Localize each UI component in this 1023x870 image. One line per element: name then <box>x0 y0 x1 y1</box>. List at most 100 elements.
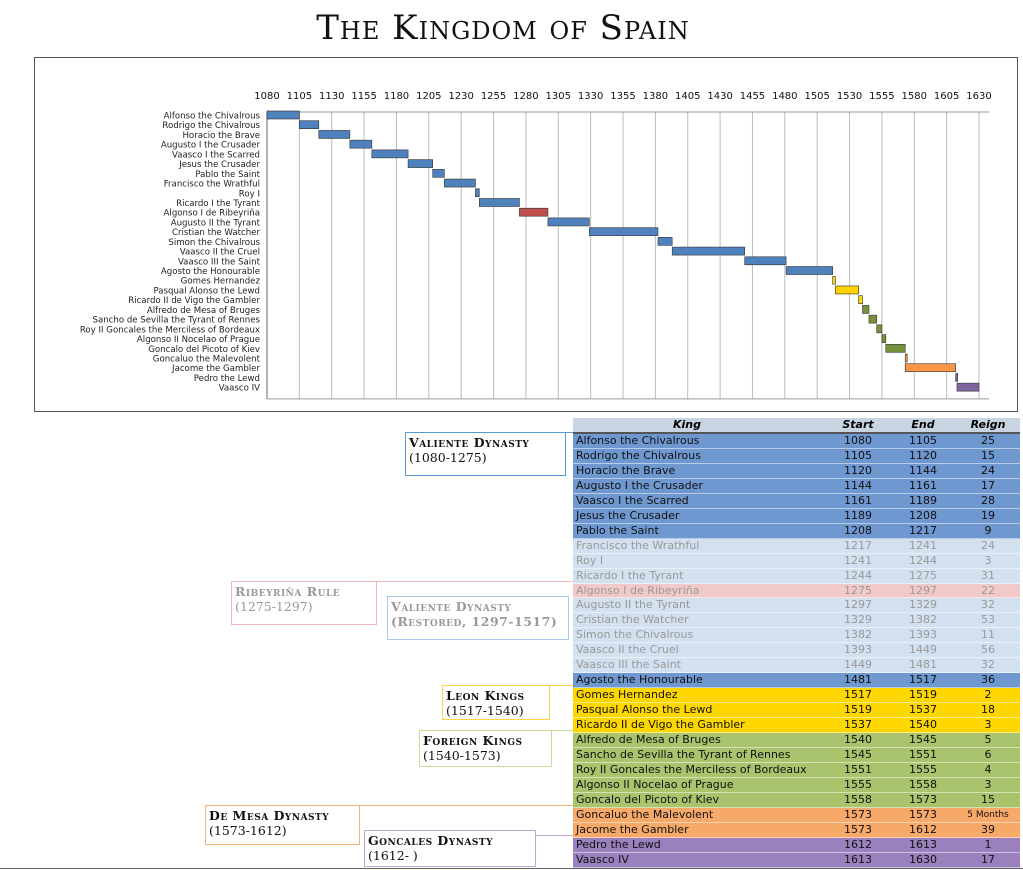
y-tick-label: Sancho de Sevilla the Tyrant of Rennes <box>92 316 260 326</box>
table-row: Cristian the Watcher 1329 1382 53 <box>573 613 1020 629</box>
cell-end: 1540 <box>909 718 937 732</box>
cell-reign: 18 <box>981 703 995 717</box>
gantt-bar <box>432 169 445 178</box>
dynasty-label-valiente: Valiente Dynasty (1080-1275) <box>405 432 566 476</box>
cell-start: 1275 <box>844 583 872 597</box>
table-row: Sancho de Sevilla the Tyrant of Rennes 15… <box>573 748 1020 763</box>
cell-end: 1537 <box>909 703 937 717</box>
gantt-bar <box>444 178 476 188</box>
page-title: The Kingdom of Spain <box>316 8 690 48</box>
cell-reign: 32 <box>981 658 995 672</box>
cell-name: Rodrigo the Chivalrous <box>576 448 701 462</box>
cell-name: Cristian the Watcher <box>576 613 689 627</box>
cell-start: 1481 <box>844 673 872 687</box>
y-tick-label: Gomes Hernandez <box>181 277 261 287</box>
cell-start: 1161 <box>844 493 872 507</box>
cell-reign: 6 <box>984 748 992 762</box>
table-row: Goncalo del Picoto of Kiev 1558 1573 15 <box>573 792 1020 808</box>
table-row: Roy I 1241 1244 3 <box>573 553 1020 569</box>
y-tick-label: Alfredo de Mesa of Bruges <box>147 306 261 316</box>
y-tick-label: Ricardo II de Vigo the Gambler <box>128 296 260 306</box>
cell-reign: 11 <box>981 628 995 642</box>
table-row: Pablo the Saint 1208 1217 9 <box>573 523 1020 539</box>
dynasty-name: Valiente Dynasty <box>409 435 530 450</box>
gantt-svg: 1080 1105 1130 1155 1180 1205 1230 1255 1280 1305… <box>80 91 992 400</box>
table-row: Jesus the Crusader 1189 1208 19 <box>573 508 1020 524</box>
table-row: Augusto I the Crusader 1144 1161 17 <box>573 478 1020 494</box>
dynasty-label-ribeyrina: Ribeyriña Rule (1275-1297) <box>231 581 377 625</box>
cell-start: 1382 <box>844 628 872 642</box>
gantt-bar <box>885 343 906 353</box>
table-row: Algonso I de Ribeyriña 1275 1297 22 <box>573 583 1020 599</box>
gantt-bar <box>832 275 836 285</box>
gantt-bar <box>407 159 434 168</box>
dynasty-label-leon: Leon Kings (1517-1540) <box>442 685 550 720</box>
x-tick-label: 1330 <box>578 91 603 102</box>
cell-end: 1144 <box>909 463 937 477</box>
cell-start: 1080 <box>844 434 872 447</box>
cell-start: 1551 <box>844 762 872 776</box>
gantt-bar <box>785 266 834 275</box>
cell-end: 1105 <box>909 434 937 447</box>
cell-end: 1573 <box>909 807 937 821</box>
dynasty-years: (1275-1297) <box>235 599 313 614</box>
kings-table: King Start End Reign Alfonso the Chivalr… <box>573 418 1020 868</box>
table-row: Algonso II Nocelao of Prague 1555 1558 3 <box>573 777 1020 793</box>
cell-reign: 3 <box>984 718 992 732</box>
y-tick-label: Augusto II the Tyrant <box>171 218 261 228</box>
x-tick-label: 1555 <box>869 91 894 102</box>
table-row: Pasqual Alonso the Lewd 1519 1537 18 <box>573 703 1020 719</box>
cell-start: 1297 <box>844 598 872 612</box>
cell-name: Horacio the Brave <box>576 463 676 477</box>
cell-name: Simon the Chivalrous <box>576 628 694 642</box>
header-reign: Reign <box>970 418 1006 431</box>
dynasty-label-de-mesa: De Mesa Dynasty (1573-1612) <box>205 805 360 845</box>
y-tick-label: Ricardo I the Tyrant <box>176 199 261 209</box>
x-tick-label: 1605 <box>934 91 959 102</box>
cell-reign: 15 <box>981 448 995 462</box>
gantt-bar <box>858 295 863 304</box>
cell-start: 1537 <box>844 718 872 732</box>
cell-name: Vaasco I the Scarred <box>576 493 689 507</box>
cell-reign: 17 <box>981 478 995 492</box>
cell-end: 1189 <box>909 493 937 507</box>
y-tick-label: Rodrigo the Chivalrous <box>162 121 260 131</box>
x-tick-label: 1255 <box>481 91 506 102</box>
y-tick-label: Vaasco I the Scarred <box>172 150 260 160</box>
cell-reign: 39 <box>981 822 995 836</box>
cell-end: 1519 <box>909 688 937 702</box>
dynasty-years: (1573-1612) <box>209 823 287 838</box>
cell-start: 1519 <box>844 703 872 717</box>
connector-line <box>376 581 573 582</box>
cell-name: Vaasco IV <box>576 852 629 866</box>
header-start: Start <box>842 418 874 431</box>
dynasty-name: Goncales Dynasty <box>368 833 494 848</box>
table-row: Alfonso the Chivalrous 1080 1105 25 <box>573 434 1020 449</box>
cell-start: 1573 <box>844 807 872 821</box>
cell-start: 1189 <box>844 508 872 522</box>
y-tick-label: Alfonso the Chivalrous <box>164 112 261 122</box>
gantt-bar <box>881 334 887 343</box>
cell-start: 1612 <box>844 837 872 851</box>
cell-end: 1573 <box>909 792 937 806</box>
gantt-bar <box>519 207 549 217</box>
connector-line <box>535 835 573 836</box>
cell-name: Augusto I the Crusader <box>576 478 703 492</box>
dynasty-years: (Restored, 1297-1517) <box>391 614 558 629</box>
gantt-chart: 1080 1105 1130 1155 1180 1205 1230 1255 1280 1305… <box>34 57 1018 412</box>
cell-start: 1144 <box>844 478 872 492</box>
cell-name: Gomes Hernandez <box>576 688 678 702</box>
cell-reign: 4 <box>984 762 992 776</box>
x-tick-label: 1505 <box>804 91 829 102</box>
cell-start: 1555 <box>844 777 872 791</box>
cell-reign: 36 <box>981 673 995 687</box>
dynasty-label-valiente-restored: Valiente Dynasty (Restored, 1297-1517) <box>387 596 569 640</box>
cell-name: Pablo the Saint <box>576 523 659 537</box>
y-tick-label: Cristian the Watcher <box>172 228 260 238</box>
cell-start: 1217 <box>844 538 872 552</box>
y-tick-label: Roy I <box>239 189 260 199</box>
y-tick-label: Agosto the Honourable <box>161 267 260 277</box>
cell-name: Algonso II Nocelao of Prague <box>576 777 734 791</box>
cell-name: Alfonso the Chivalrous <box>576 434 700 447</box>
cell-name: Pedro the Lewd <box>576 837 661 851</box>
